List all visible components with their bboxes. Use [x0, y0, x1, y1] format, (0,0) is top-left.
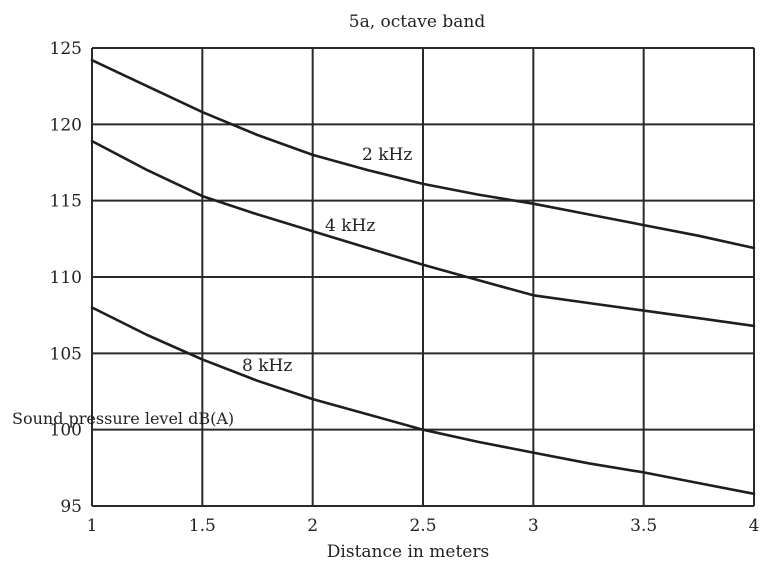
x-tick-label: 3.5 [630, 516, 657, 536]
y-tick-label: 115 [50, 192, 82, 212]
series-line-0 [90, 58, 756, 250]
chart-title: 5a, octave band [349, 12, 486, 32]
grid [91, 47, 755, 507]
x-tick-label: 1.5 [189, 516, 216, 536]
y-tick-label: 105 [50, 344, 82, 364]
x-tick-label: 4 [749, 516, 760, 536]
y-tick-label: 110 [50, 268, 82, 288]
x-axis-label: Distance in meters [327, 542, 489, 562]
y-tick-label: 100 [50, 421, 82, 441]
series-line-1 [90, 139, 756, 328]
series-line-2 [90, 306, 756, 496]
y-axis-label: Sound pressure level dB(A) [12, 409, 234, 428]
y-tick-label: 120 [50, 115, 82, 135]
series-label-8khz: 8 kHz [242, 356, 292, 376]
x-tick-label: 2.5 [409, 516, 436, 536]
y-tick-label: 125 [50, 39, 82, 59]
x-tick-label: 2 [307, 516, 318, 536]
x-tick-label: 3 [528, 516, 539, 536]
series-lines [90, 58, 756, 496]
y-tick-label: 95 [60, 497, 82, 517]
series-label-4khz: 4 kHz [325, 216, 375, 236]
tick-labels: 1 1.5 2 2.5 3 3.5 4 95 100 105 110 115 120 125 [50, 39, 760, 536]
series-label-2khz: 2 kHz [362, 145, 412, 165]
x-tick-label: 1 [87, 516, 98, 536]
